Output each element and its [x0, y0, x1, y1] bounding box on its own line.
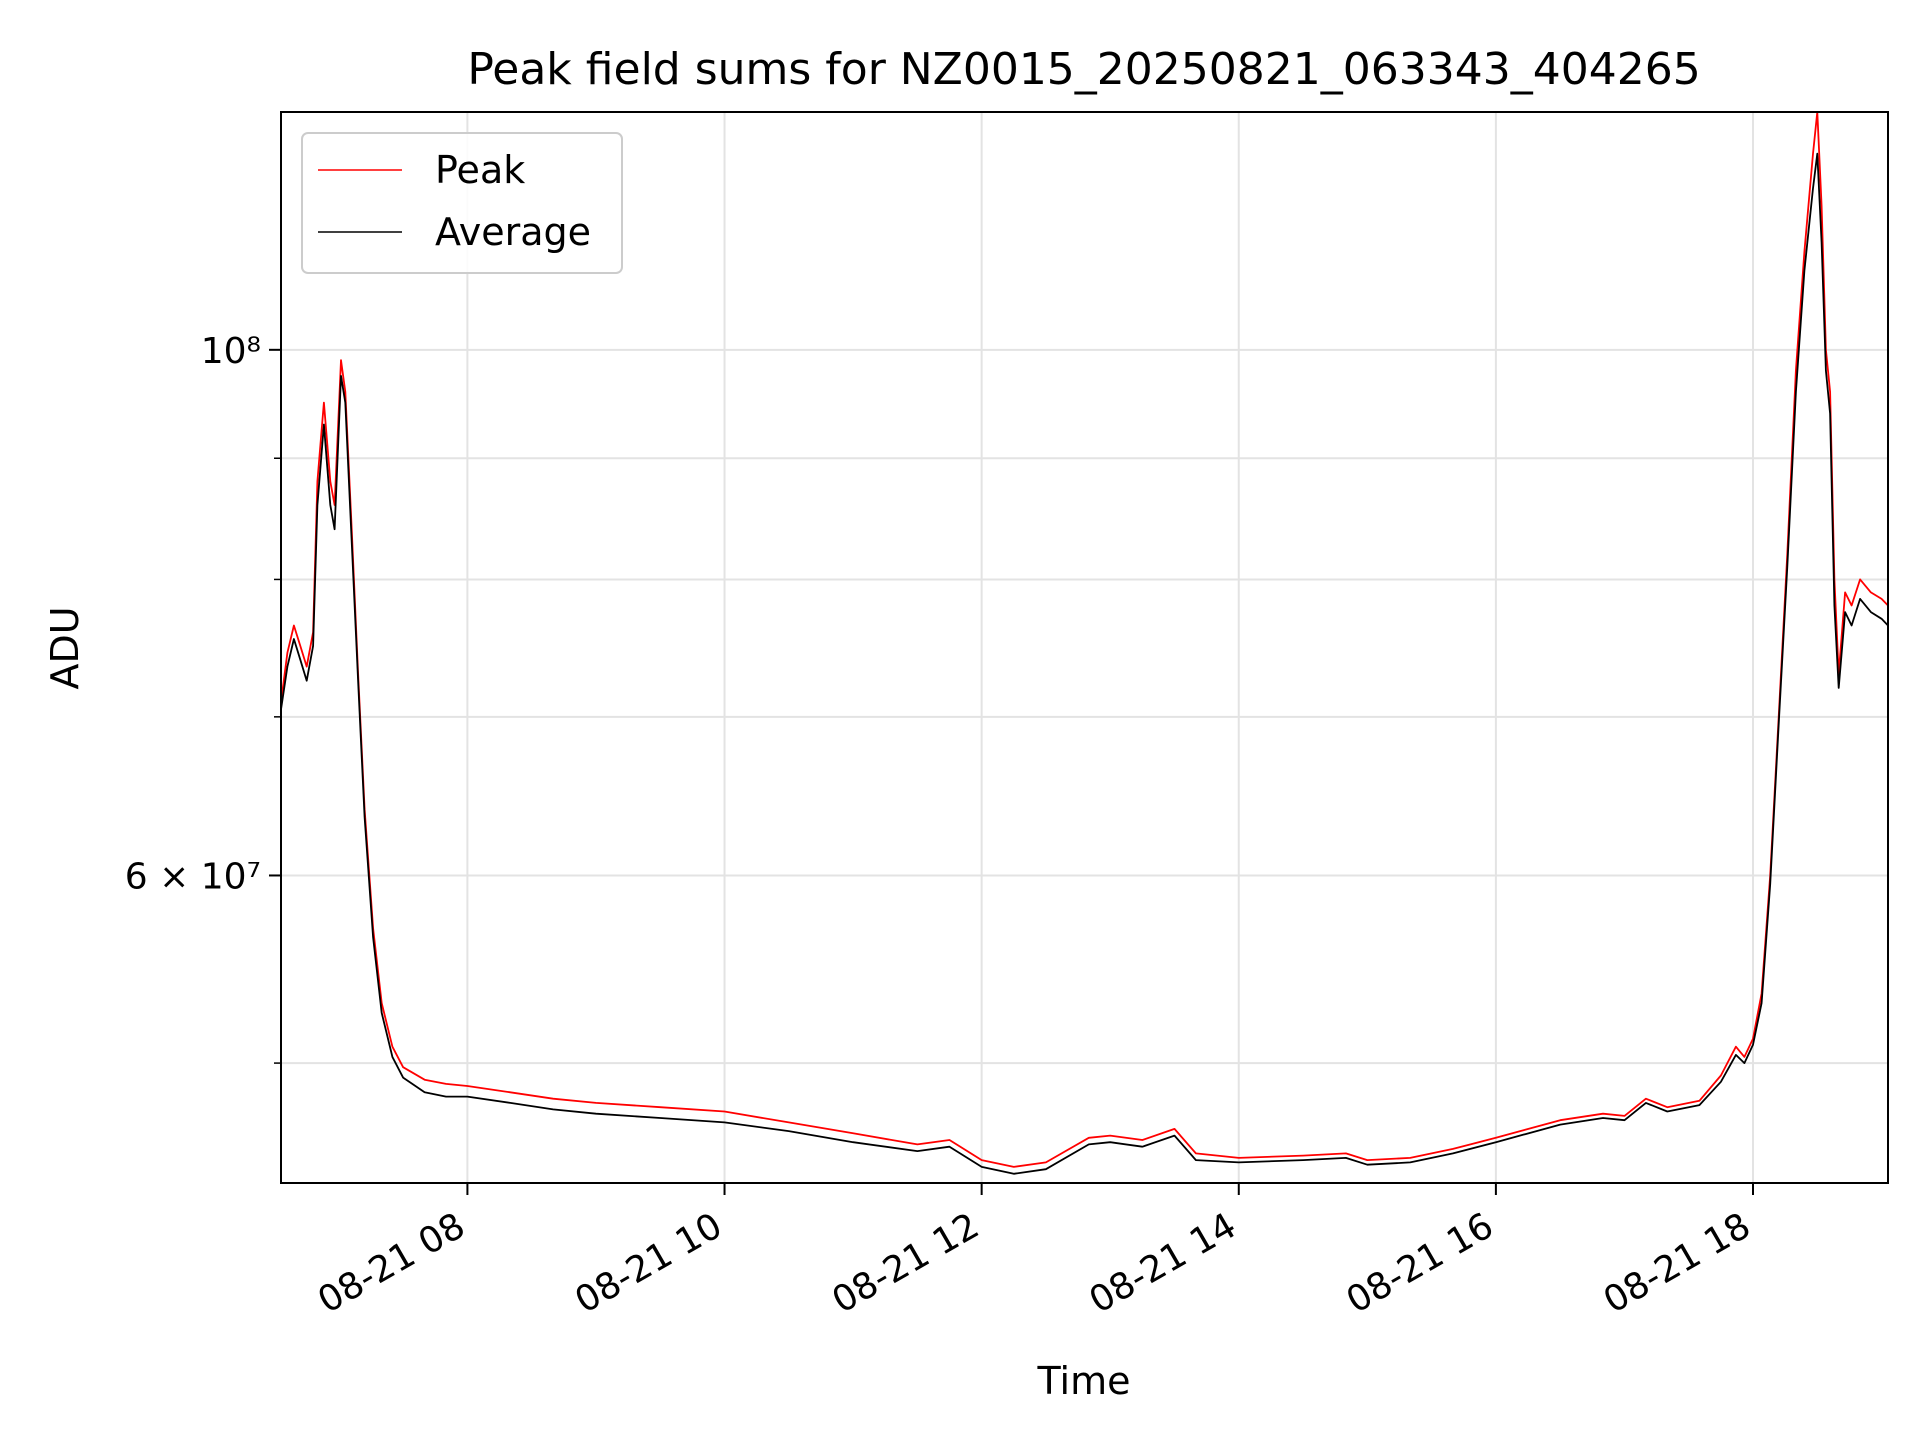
legend-label-peak: Peak [435, 148, 525, 192]
y-tick-label: 10⁸ [201, 331, 261, 372]
y-axis-label: ADU [43, 606, 87, 689]
legend-box [301, 132, 623, 274]
legend-label-average: Average [435, 210, 591, 254]
chart-title: Peak field sums for NZ0015_20250821_0633… [467, 44, 1700, 95]
grid [281, 112, 1888, 1183]
legend: Peak Average [301, 132, 623, 274]
y-axis-ticks: 6 × 10⁷ 10⁸ [125, 331, 281, 1064]
series-line-average [280, 152, 1889, 1175]
series-group [280, 111, 1889, 1175]
x-axis-label: Time [1037, 1359, 1131, 1403]
y-tick-label: 6 × 10⁷ [125, 856, 261, 897]
plot-frame [280, 111, 1889, 1184]
